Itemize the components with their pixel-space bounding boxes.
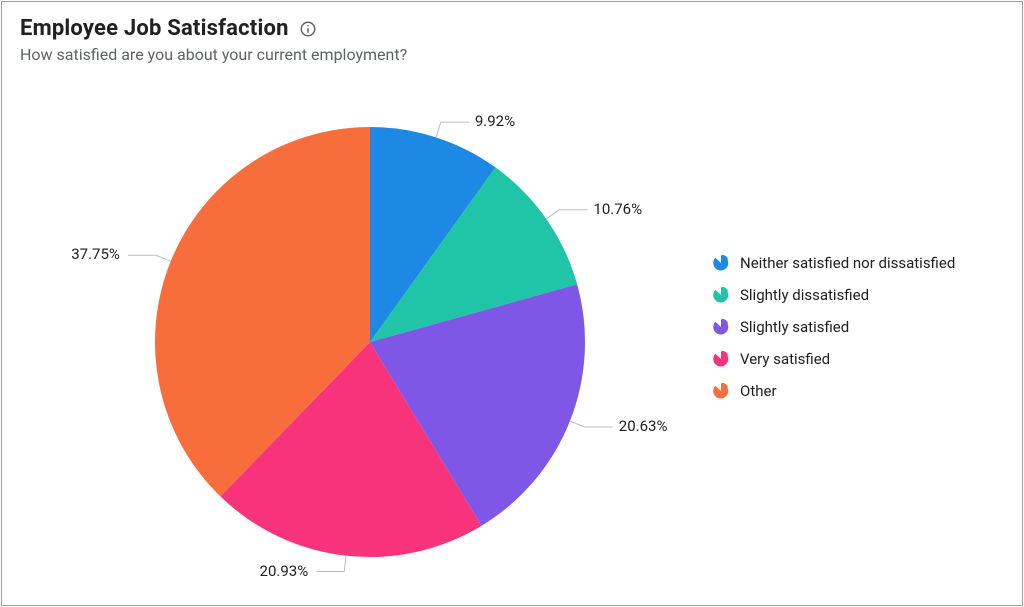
leader-line bbox=[570, 421, 613, 427]
title-row: Employee Job Satisfaction bbox=[20, 16, 1004, 41]
legend-item[interactable]: Slightly satisfied bbox=[712, 318, 955, 336]
legend-label: Very satisfied bbox=[740, 350, 830, 368]
legend-label: Other bbox=[740, 382, 777, 400]
legend-label: Slightly dissatisfied bbox=[740, 286, 869, 304]
leader-line bbox=[316, 556, 346, 572]
data-label: 10.76% bbox=[593, 200, 642, 218]
pie-icon bbox=[712, 286, 730, 304]
data-label: 20.63% bbox=[619, 417, 668, 435]
leader-line bbox=[546, 210, 587, 219]
chart-area: 9.92% 10.76% 20.63% 20.93% 37.75% Neither sa… bbox=[2, 72, 1022, 605]
legend-item[interactable]: Other bbox=[712, 382, 955, 400]
legend-item[interactable]: Neither satisfied nor dissatisfied bbox=[712, 254, 955, 272]
legend-label: Slightly satisfied bbox=[740, 318, 849, 336]
pie-icon bbox=[712, 318, 730, 336]
card-subtitle: How satisfied are you about your current… bbox=[20, 45, 1004, 64]
card-title: Employee Job Satisfaction bbox=[20, 16, 289, 41]
pie-icon bbox=[712, 254, 730, 272]
data-label: 9.92% bbox=[475, 112, 515, 130]
chart-card: Employee Job Satisfaction How satisfied … bbox=[1, 1, 1023, 606]
legend: Neither satisfied nor dissatisfied Slight… bbox=[712, 254, 955, 400]
data-label: 20.93% bbox=[260, 562, 309, 580]
leader-line bbox=[436, 122, 469, 137]
legend-label: Neither satisfied nor dissatisfied bbox=[740, 254, 955, 272]
leader-line bbox=[128, 255, 171, 261]
card-header: Employee Job Satisfaction How satisfied … bbox=[2, 2, 1022, 68]
legend-item[interactable]: Very satisfied bbox=[712, 350, 955, 368]
pie-icon bbox=[712, 350, 730, 368]
legend-item[interactable]: Slightly dissatisfied bbox=[712, 286, 955, 304]
data-label: 37.75% bbox=[71, 245, 120, 263]
pie-icon bbox=[712, 382, 730, 400]
info-icon[interactable] bbox=[299, 20, 317, 38]
